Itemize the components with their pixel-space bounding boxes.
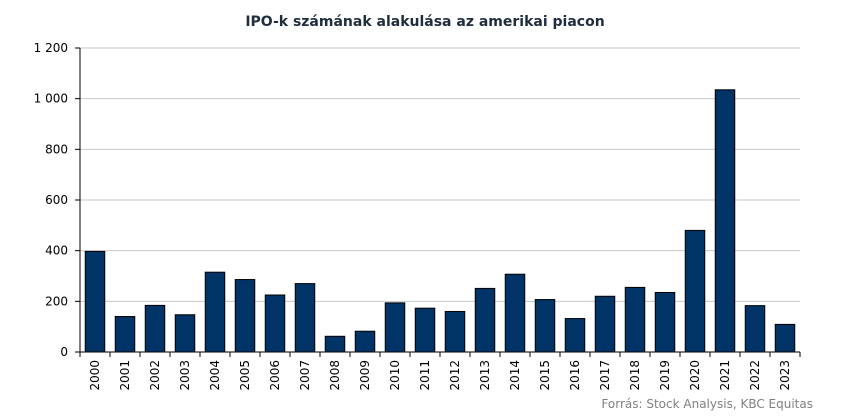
y-tick-label: 0 (60, 345, 68, 359)
x-tick-label: 2018 (628, 360, 642, 391)
bar-2016 (564, 318, 586, 353)
bar-2020 (684, 229, 706, 353)
x-tick-label: 2023 (778, 360, 792, 391)
x-tick-label: 2003 (178, 360, 192, 391)
bar-2011 (414, 307, 436, 353)
source-note: Forrás: Stock Analysis, KBC Equitas (601, 397, 813, 411)
bar-2013 (474, 287, 496, 353)
bar-2014 (504, 273, 526, 353)
bar-2008 (324, 335, 346, 353)
x-tick-label: 2016 (568, 360, 582, 391)
chart-title: IPO-k számának alakulása az amerikai pia… (245, 14, 605, 30)
x-tick-label: 2021 (718, 360, 732, 391)
bar-2023 (774, 323, 796, 353)
x-tick-label: 2005 (238, 360, 252, 391)
y-tick-label: 1 200 (34, 41, 68, 55)
bar-2004 (204, 271, 226, 353)
gridlines (80, 47, 800, 302)
y-tick-label: 200 (45, 294, 68, 308)
bar-2009 (354, 330, 376, 353)
bar-2007 (294, 283, 316, 353)
x-tick-label: 2004 (208, 360, 222, 391)
x-tick-label: 2014 (508, 360, 522, 391)
x-tick-label: 2001 (118, 360, 132, 391)
x-tick-label: 2000 (88, 360, 102, 391)
y-tick-labels: 0 200 400 600 800 1 000 1 200 (34, 41, 68, 359)
bar-2018 (624, 286, 646, 353)
bar-2022 (744, 305, 766, 353)
bar-2005 (234, 279, 256, 353)
x-tick-label: 2009 (358, 360, 372, 391)
y-tick-label: 800 (45, 142, 68, 156)
bar-2001 (114, 316, 136, 353)
x-tick-label: 2019 (658, 360, 672, 391)
x-tick-label: 2017 (598, 360, 612, 391)
x-tick-label: 2011 (418, 360, 432, 391)
y-tick-label: 1 000 (34, 92, 68, 106)
x-tick-label: 2002 (148, 360, 162, 391)
bar-2002 (144, 304, 166, 353)
y-tick-label: 400 (45, 244, 68, 258)
x-tick-label: 2010 (388, 360, 402, 391)
x-tick-label: 2020 (688, 360, 702, 391)
bars (84, 89, 796, 353)
x-tick-labels: 2000 2001 2002 2003 2004 2005 2006 2007 2008 2009… (88, 360, 792, 391)
x-tick-label: 2008 (328, 360, 342, 391)
x-tick-label: 2012 (448, 360, 462, 391)
x-tick-label: 2022 (748, 360, 762, 391)
bar-2006 (264, 294, 286, 353)
bar-2012 (444, 310, 466, 353)
bar-2003 (174, 314, 196, 353)
x-tick-label: 2015 (538, 360, 552, 391)
axes (75, 47, 801, 357)
bar-2021 (714, 89, 736, 353)
bar-2015 (534, 299, 556, 353)
bar-2017 (594, 295, 616, 353)
bar-2000 (84, 250, 106, 353)
x-tick-label: 2006 (268, 360, 282, 391)
bar-2010 (384, 302, 406, 353)
x-tick-label: 2013 (478, 360, 492, 391)
bar-2019 (654, 291, 676, 353)
x-tick-label: 2007 (298, 360, 312, 391)
y-tick-label: 600 (45, 193, 68, 207)
